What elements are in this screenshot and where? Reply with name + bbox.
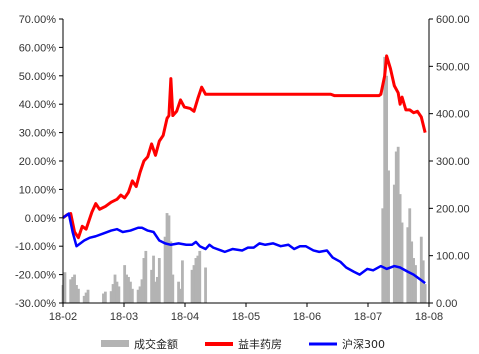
volume-bar xyxy=(123,265,127,303)
right-tick-label: 400.00 xyxy=(436,109,470,121)
volume-bar xyxy=(84,292,88,303)
volume-bar xyxy=(179,288,182,303)
right-tick-label: 100.00 xyxy=(436,251,470,263)
volume-bar xyxy=(150,269,154,303)
volume-bar xyxy=(140,279,144,303)
volume-bar xyxy=(194,258,198,303)
left-tick-label: 40.00% xyxy=(19,99,57,111)
left-tick-label: 50.00% xyxy=(19,71,57,83)
volume-bar xyxy=(69,279,73,303)
left-tick-label: 60.00% xyxy=(19,42,57,54)
right-tick-label: 500.00 xyxy=(436,61,470,73)
volume-bar xyxy=(394,151,398,303)
legend-volume-label: 成交金额 xyxy=(134,337,178,351)
volume-bar xyxy=(86,289,90,303)
volume-bar xyxy=(392,184,396,303)
volume-bar xyxy=(204,267,207,303)
volume-bar xyxy=(130,288,134,303)
left-tick-label: -20.00% xyxy=(15,270,56,282)
volume-bar xyxy=(71,276,75,303)
volume-bar xyxy=(398,194,402,303)
volume-bar xyxy=(165,213,169,303)
legend-hs300-label: 沪深300 xyxy=(342,337,385,351)
volume-bar xyxy=(102,293,105,303)
volume-bar xyxy=(169,241,173,303)
volume-bar xyxy=(144,250,148,303)
volume-bar xyxy=(412,258,415,303)
volume-bar xyxy=(113,274,117,303)
volume-bar xyxy=(75,285,78,303)
right-tick-label: 300.00 xyxy=(436,156,470,168)
volume-bar xyxy=(73,274,76,303)
right-tick-label: 600.00 xyxy=(436,14,470,26)
left-tick-label: -10.00% xyxy=(15,241,56,253)
volume-bar xyxy=(63,272,67,303)
volume-bar xyxy=(115,281,119,303)
x-tick-label: 18-06 xyxy=(293,311,321,323)
x-tick-label: 18-07 xyxy=(354,311,382,323)
volume-bar xyxy=(408,208,412,303)
volume-bar xyxy=(109,291,113,303)
volume-bar xyxy=(155,276,159,303)
x-tick-label: 18-02 xyxy=(49,311,77,323)
volume-bar xyxy=(111,284,115,303)
volume-bar xyxy=(125,274,128,303)
x-tick-label: 18-03 xyxy=(110,311,138,323)
volume-bar xyxy=(414,265,417,303)
volume-bar xyxy=(163,236,167,303)
left-tick-label: 70.00% xyxy=(19,14,57,26)
axes: 70.00% 60.00% 50.00% 40.00% 30.00% 20.00% 10.0… xyxy=(15,14,470,323)
legend: 成交金额 益丰药房 沪深300 xyxy=(101,337,385,351)
left-tick-label: 30.00% xyxy=(19,128,57,140)
volume-bar xyxy=(117,286,121,303)
volume-bar xyxy=(406,227,410,303)
volume-bar xyxy=(423,284,427,303)
volume-bar xyxy=(157,258,161,303)
volume-bar xyxy=(192,265,196,303)
volume-bar xyxy=(181,260,184,303)
x-tick-label: 18-05 xyxy=(232,311,260,323)
legend-volume-swatch xyxy=(101,340,129,347)
volume-bar xyxy=(171,274,175,303)
volume-bar xyxy=(177,281,180,303)
left-tick-label: 10.00% xyxy=(19,184,57,196)
lines xyxy=(62,54,427,285)
volume-bars xyxy=(61,56,427,304)
hs300-line xyxy=(62,212,426,285)
legend-yifeng-label: 益丰药房 xyxy=(238,337,282,351)
volume-bar xyxy=(142,258,146,303)
volume-bar xyxy=(167,215,171,303)
volume-bar xyxy=(152,255,155,303)
volume-bar xyxy=(385,75,389,303)
volume-bar xyxy=(381,208,385,303)
volume-bar xyxy=(127,276,130,303)
volume-bar xyxy=(82,295,86,303)
volume-bar xyxy=(419,236,423,303)
left-tick-label: -30.00% xyxy=(15,298,56,310)
right-tick-label: 200.00 xyxy=(436,203,470,215)
left-tick-label: 0.00% xyxy=(25,213,56,225)
volume-bar xyxy=(103,291,107,303)
volume-bar xyxy=(196,255,200,303)
volume-bar xyxy=(138,286,142,303)
right-tick-label: 0.00 xyxy=(436,298,457,310)
volume-bar xyxy=(77,288,80,303)
volume-bar xyxy=(387,170,390,303)
x-tick-label: 18-04 xyxy=(171,311,199,323)
left-tick-label: 20.00% xyxy=(19,156,57,168)
volume-bar xyxy=(190,269,194,303)
volume-bar xyxy=(198,250,202,303)
x-tick-label: 18-08 xyxy=(415,311,443,323)
volume-bar xyxy=(410,241,414,303)
volume-bar xyxy=(396,146,400,303)
volume-bar xyxy=(129,281,132,303)
volume-bar xyxy=(154,281,157,303)
volume-bar xyxy=(400,222,404,303)
volume-bar xyxy=(383,56,387,304)
volume-bar xyxy=(136,289,140,303)
yifeng-line xyxy=(62,54,427,240)
